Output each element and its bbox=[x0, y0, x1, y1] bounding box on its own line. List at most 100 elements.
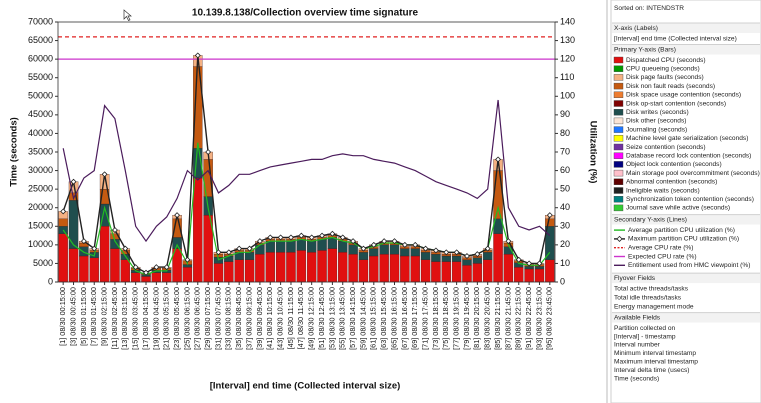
y-tick-label: 65000 bbox=[28, 35, 53, 45]
bar-segment bbox=[482, 252, 493, 260]
x-tick-label: [45] 08/30 11:15:00 bbox=[286, 287, 295, 349]
line-marker bbox=[443, 249, 450, 256]
line-marker bbox=[205, 149, 212, 155]
bar-segment bbox=[441, 255, 452, 262]
line-marker bbox=[360, 245, 367, 252]
legend-label: Disk other (seconds) bbox=[626, 118, 686, 125]
line-marker bbox=[288, 234, 294, 241]
cursor bbox=[123, 9, 132, 21]
x-tick-label: [17] 08/30 04:15:00 bbox=[141, 287, 150, 350]
line-marker bbox=[546, 212, 553, 219]
bar-segment bbox=[151, 272, 162, 283]
bar-segment bbox=[400, 255, 410, 283]
x-tick-label: [5] 08/30 01:15:00 bbox=[79, 287, 88, 346]
bar-segment bbox=[369, 255, 379, 283]
bar-segment bbox=[420, 252, 431, 260]
legend-swatch bbox=[613, 187, 624, 194]
line-marker bbox=[80, 238, 87, 245]
y2-axis-title: Utilization (%) bbox=[587, 121, 598, 184]
x-tick-label: [21] 08/30 05:15:00 bbox=[162, 287, 171, 350]
x-tick-label: [15] 08/30 03:45:00 bbox=[131, 287, 140, 350]
line-marker bbox=[370, 241, 377, 248]
panel-header: Available Fields bbox=[614, 314, 661, 321]
x-axis-title: [Interval] end time (Collected interval … bbox=[210, 381, 401, 392]
line-marker bbox=[111, 227, 118, 233]
line-marker bbox=[215, 249, 222, 256]
plot-frame bbox=[57, 21, 556, 283]
x-tick-label: [79] 08/30 19:45:00 bbox=[462, 287, 471, 350]
bar-segment bbox=[68, 248, 79, 283]
bar-segment bbox=[472, 257, 483, 264]
x-tick-label: [91] 08/30 22:45:00 bbox=[524, 287, 533, 350]
chart-title: 10.139.8.138/Collection overview time si… bbox=[192, 8, 419, 19]
legend-label: Expected CPU rate (%) bbox=[628, 253, 697, 260]
bar-segment bbox=[286, 240, 296, 253]
y-tick-label: 40000 bbox=[28, 128, 53, 138]
legend-label: Object lock contention (seconds) bbox=[626, 161, 722, 168]
legend-label: Disk page faults (seconds) bbox=[626, 74, 704, 81]
x-tick-label: [23] 08/30 05:45:00 bbox=[172, 287, 181, 350]
y2-tick-label: 110 bbox=[560, 72, 574, 82]
x-tick-label: [11] 08/30 02:45:00 bbox=[110, 287, 119, 349]
bar-segment bbox=[514, 266, 524, 283]
bar-segment bbox=[431, 261, 441, 283]
y2-tick-label: 10 bbox=[560, 258, 570, 268]
bar-segment bbox=[451, 255, 462, 262]
x-tick-label: [81] 08/30 20:15:00 bbox=[472, 287, 481, 350]
line-marker bbox=[184, 256, 191, 263]
legend-swatch bbox=[613, 204, 624, 212]
x-tick-label: [73] 08/30 18:15:00 bbox=[431, 287, 440, 350]
sorted-on: Sorted on: INTENDSTR bbox=[614, 5, 684, 12]
x-tick-label: [43] 08/30 10:45:00 bbox=[276, 287, 285, 350]
legend-label: Machine level gate serialization (second… bbox=[626, 135, 748, 142]
bar-segment bbox=[462, 265, 472, 283]
bar-segment bbox=[58, 218, 68, 227]
legend-label: Disk non fault reads (seconds) bbox=[626, 83, 715, 90]
panel-header-bg bbox=[612, 312, 760, 323]
panel-header: Flyover Fields bbox=[614, 275, 656, 282]
bar-segment bbox=[172, 237, 182, 249]
bar-segment bbox=[462, 259, 472, 266]
x-tick-label: [9] 08/30 02:15:00 bbox=[100, 287, 109, 346]
y2-tick-label: 50 bbox=[560, 184, 570, 194]
line-marker bbox=[474, 251, 481, 258]
panel-item: [Interval] - timestamp bbox=[614, 333, 676, 340]
legend-swatch bbox=[613, 100, 624, 107]
line-marker bbox=[153, 264, 160, 271]
y2-tick-label: 60 bbox=[560, 165, 570, 175]
y2-tick-label: 0 bbox=[560, 276, 565, 286]
bar-segment bbox=[306, 252, 317, 283]
x-tick-label: [51] 08/30 12:45:00 bbox=[317, 287, 326, 350]
legend-label: Disk op-start contention (seconds) bbox=[626, 100, 726, 107]
bar-segment bbox=[317, 239, 327, 251]
legend-marker bbox=[616, 235, 623, 242]
bar-segment bbox=[524, 266, 534, 270]
y2-tick-label: 20 bbox=[560, 239, 570, 249]
legend-swatch bbox=[613, 135, 624, 142]
legend-swatch bbox=[613, 195, 624, 203]
legend-label: CPU queueing (seconds) bbox=[626, 65, 700, 72]
y-tick-label: 70000 bbox=[28, 16, 53, 26]
bar-segment bbox=[317, 250, 327, 283]
legend-label: Average CPU rate (%) bbox=[628, 244, 693, 251]
line-marker bbox=[505, 238, 512, 245]
x-tick-label: [57] 08/30 14:15:00 bbox=[348, 287, 357, 350]
line-marker bbox=[132, 264, 139, 271]
bar-segment bbox=[224, 261, 234, 283]
legend-swatch bbox=[613, 74, 624, 81]
bar-segment bbox=[79, 246, 89, 257]
bar-segment bbox=[400, 248, 410, 257]
line-marker bbox=[401, 241, 408, 248]
legend-swatch bbox=[613, 82, 624, 90]
x-tick-label: [37] 08/30 09:15:00 bbox=[245, 287, 254, 350]
x-tick-label: [3] 08/30 00:45:00 bbox=[68, 287, 77, 346]
legend-swatch bbox=[613, 152, 624, 159]
x-tick-label: [13] 08/30 03:15:00 bbox=[120, 287, 129, 350]
bar-segment bbox=[161, 272, 172, 283]
y2-tick-label: 100 bbox=[560, 91, 575, 101]
legend-swatch bbox=[613, 65, 624, 72]
bar-segment bbox=[420, 259, 431, 283]
line-series bbox=[62, 99, 551, 243]
bar-segment bbox=[358, 252, 369, 260]
